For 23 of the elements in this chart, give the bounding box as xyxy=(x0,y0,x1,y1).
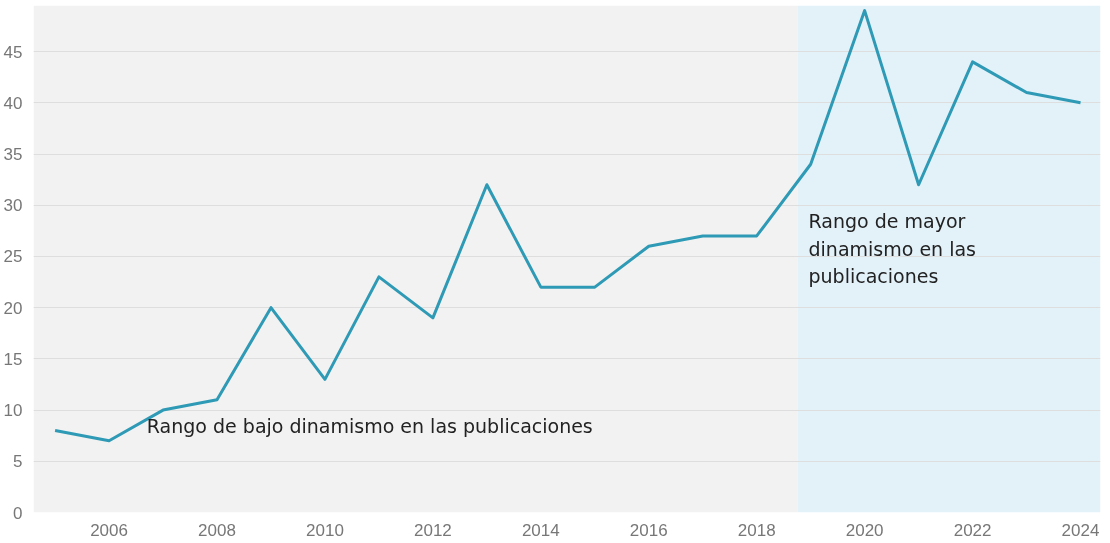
x-tick-label: 2022 xyxy=(953,520,992,540)
line-series xyxy=(53,9,1083,443)
x-tick-label: 2006 xyxy=(90,520,128,540)
y-tick-label: 0 xyxy=(13,503,23,523)
x-tick-label: 2010 xyxy=(306,520,344,540)
x-tick-label: 2016 xyxy=(629,520,668,540)
band-label: Rango de mayor dinamismo en las publicaciones xyxy=(808,210,976,288)
x-tick-label: 2008 xyxy=(198,520,236,540)
x-tick-label: 2012 xyxy=(413,520,452,540)
y-tick-label: 35 xyxy=(3,145,23,165)
band-label: Rango de bajo dinamismo en las publicaciones xyxy=(146,415,593,438)
x-tick-label: 2020 xyxy=(845,520,884,540)
y-tick-label: 10 xyxy=(3,401,23,421)
y-tick-label: 20 xyxy=(3,298,23,318)
x-tick-label: 2014 xyxy=(521,520,560,540)
y-tick-label: 45 xyxy=(3,42,23,62)
x-tick-label: 2024 xyxy=(1061,520,1100,540)
y-tick-label: 40 xyxy=(3,93,23,113)
y-tick-label: 15 xyxy=(3,349,23,369)
y-tick-label: 5 xyxy=(13,452,23,472)
y-tick-label: 25 xyxy=(3,247,23,267)
y-tick-label: 30 xyxy=(3,196,23,216)
x-tick-label: 2018 xyxy=(737,520,776,540)
